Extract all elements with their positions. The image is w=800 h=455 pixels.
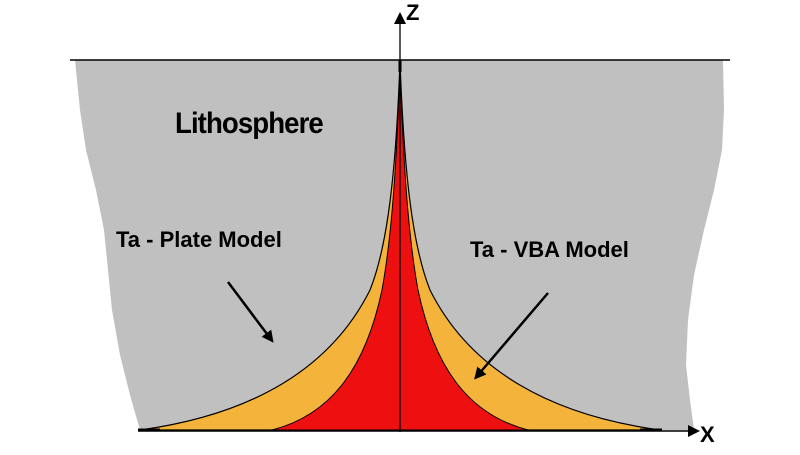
x-axis-label: X [700,422,715,447]
lithosphere-label: Lithosphere [175,107,324,140]
plate-model-label: Ta - Plate Model [116,227,282,252]
vba-model-pointer [474,292,549,380]
z-axis-label: Z [406,0,420,25]
right-margin [732,0,800,450]
left-margin [0,0,68,450]
vba-model-label: Ta - VBA Model [470,237,629,262]
plate-model-pointer [227,281,274,343]
